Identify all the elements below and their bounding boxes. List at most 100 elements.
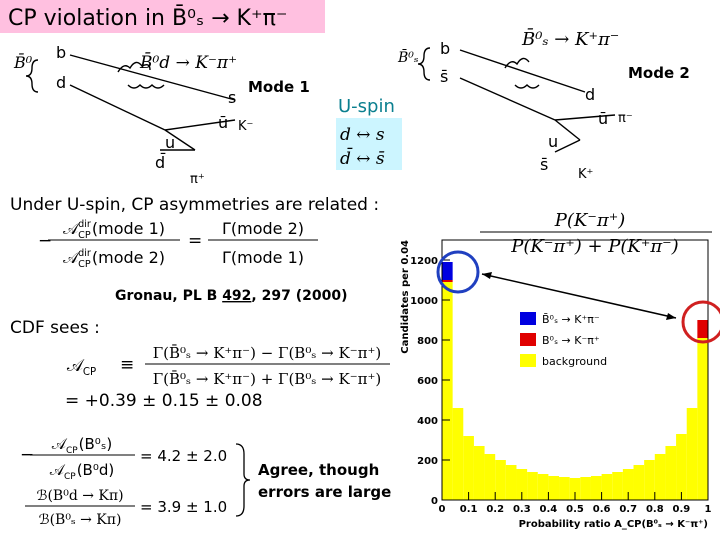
equiv-sign: ≡ (120, 355, 134, 375)
fraction-numerator: ℬ(B⁰d → Kπ) (36, 488, 123, 504)
title-band (0, 0, 325, 33)
histogram-bar (654, 454, 666, 500)
quark-label: b (440, 39, 450, 58)
x-tick-label: 0.4 (540, 504, 558, 515)
x-tick-label: 0.1 (460, 504, 478, 515)
conclusion-line: errors are large (258, 483, 391, 501)
y-tick-label: 400 (417, 416, 438, 427)
histogram-bar (537, 474, 549, 500)
term-symbol: 𝒜 (52, 435, 68, 453)
legend-swatch (520, 312, 536, 325)
term-symbol: 𝒜 (63, 219, 80, 238)
decay-label: B̄⁰ₛ → K⁺π⁻ (521, 27, 619, 50)
x-axis-label: Probability ratio A_CP(B⁰ₛ → K⁻π⁺) (519, 519, 708, 530)
uspin-line: d ↔ s (340, 125, 385, 145)
x-tick-label: 0.3 (513, 504, 531, 515)
quark-label: d̄ (155, 153, 166, 172)
x-tick-label: 0.2 (486, 504, 504, 515)
decay-label: B̄⁰d → K⁻π⁺ (139, 51, 237, 73)
uspin-box (336, 118, 402, 170)
math-term: 𝒜 CP (67, 356, 96, 378)
legend-swatch (520, 333, 536, 346)
math-term: 𝒜 CP (B⁰d) (50, 461, 114, 482)
fraction-denominator: ℬ(B⁰ₛ → Kπ) (39, 512, 122, 528)
diagram-mode1 (25, 54, 236, 151)
fraction-denominator: P(K⁻π⁺) + P(K⁺π⁻) (510, 236, 678, 257)
fraction-numerator: P(K⁻π⁺) (554, 210, 625, 231)
histogram-bar (601, 474, 613, 500)
mode-label: Mode 1 (248, 78, 310, 96)
fraction-denominator: Γ(B̄⁰ₛ → K⁺π⁻) + Γ(B⁰ₛ → K⁻π⁺) (153, 370, 382, 388)
quark-label: u (165, 133, 175, 152)
y-tick-label: 1000 (410, 296, 438, 307)
histogram-bar (697, 338, 708, 500)
quark-label: ū (598, 109, 608, 128)
quark-label: u (548, 132, 558, 151)
histogram-bar (463, 436, 474, 500)
minus-sign: − (38, 231, 52, 251)
equals-sign: = (188, 231, 202, 251)
histogram-bar (548, 476, 560, 500)
slide-title: CP violation in B̄⁰ₛ → K⁺π⁻ (8, 5, 287, 31)
term-sub: CP (64, 472, 76, 482)
particle-label: π⁺ (190, 172, 205, 187)
histogram-bar (697, 320, 708, 338)
histogram-bar (559, 477, 570, 500)
histogram-bar (665, 446, 677, 500)
legend-swatch (520, 354, 536, 367)
reference-text: , 297 (2000) (251, 288, 347, 304)
reference: Gronau, PL B 492, 297 (2000) (115, 288, 347, 304)
y-tick-label: 200 (417, 456, 438, 467)
reference-volume: 492 (222, 288, 251, 304)
histogram-bar (644, 460, 655, 500)
y-tick-label: 800 (417, 336, 438, 347)
term-symbol: 𝒜 (67, 356, 85, 376)
x-tick-label: 0 (439, 504, 446, 515)
mode-label: Mode 2 (628, 64, 690, 82)
term-symbol: 𝒜 (63, 248, 80, 267)
highlight-circle (436, 250, 480, 294)
meson-label: B̄⁰ (13, 51, 33, 72)
term-sub: CP (66, 446, 78, 456)
histogram-bar (676, 434, 687, 500)
x-tick-label: 0.7 (619, 504, 637, 515)
highlight-circle (681, 300, 720, 344)
uspin-title: U-spin (338, 96, 395, 117)
reference-text: Gronau, PL B (115, 288, 222, 304)
x-tick-label: 0.9 (673, 504, 691, 515)
fraction-numerator: Γ(mode 2) (222, 219, 304, 238)
term-arg: (mode 2) (92, 248, 165, 267)
histogram-bar (495, 460, 506, 500)
cdf-result: = +0.39 ± 0.15 ± 0.08 (65, 391, 263, 411)
histogram-bar (590, 476, 602, 500)
quark-label: s̄ (540, 155, 548, 174)
term-arg: (mode 1) (92, 219, 165, 238)
y-tick-label: 1200 (410, 256, 438, 267)
quark-label: s (228, 88, 236, 107)
diagram-mode2 (417, 47, 616, 153)
histogram-bar (442, 282, 453, 500)
particle-label: π⁻ (618, 111, 633, 126)
histogram-bar (622, 469, 634, 500)
intro-text: Under U-spin, CP asymmetries are related… (10, 195, 379, 215)
histogram-bar (442, 262, 453, 280)
histogram-bar (686, 408, 698, 500)
quark-label: d (585, 85, 595, 104)
histogram-bar (442, 280, 453, 282)
term-sub: CP (78, 259, 91, 270)
math-term: 𝒜 CP (B⁰ₛ) (52, 435, 113, 456)
annotations (436, 250, 720, 344)
y-tick-label: 600 (417, 376, 438, 387)
histogram: 0 200 400 600 800 1000 1200 0 0.1 0.2 0.3 0.4 0.5 0.6… (400, 239, 712, 530)
term-arg: (B⁰ₛ) (79, 435, 113, 453)
histogram-bar (612, 472, 623, 500)
histogram-bar (516, 469, 528, 500)
legend-label: B⁰ₛ → K⁻π⁺ (542, 334, 600, 347)
histogram-bar (452, 408, 464, 500)
ratio-result: = 3.9 ± 1.0 (140, 498, 227, 516)
y-tick-label: 0 (431, 496, 438, 507)
x-tick-label: 1 (705, 504, 712, 515)
particle-label: K⁻ (238, 119, 253, 134)
